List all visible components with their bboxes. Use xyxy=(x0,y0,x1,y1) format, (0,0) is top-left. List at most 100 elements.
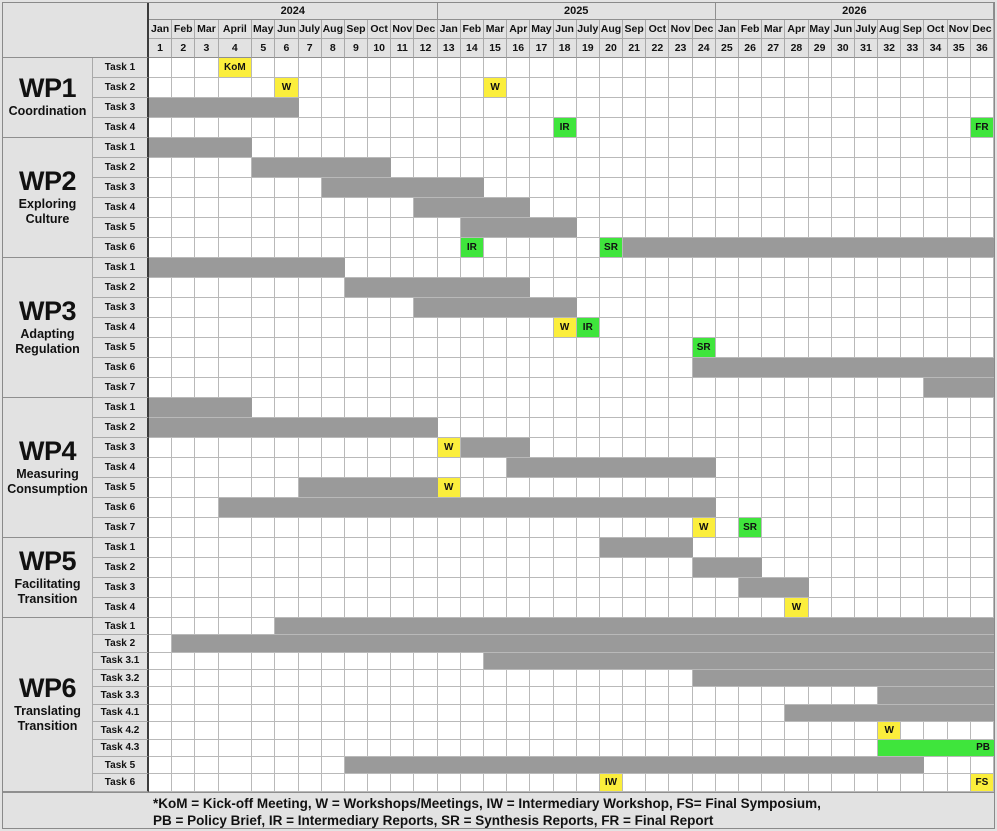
month-cell xyxy=(321,537,345,558)
month-cell xyxy=(924,774,948,792)
month-cell xyxy=(172,437,196,458)
month-cell xyxy=(715,457,739,478)
month-cell xyxy=(692,137,716,158)
month-cell xyxy=(623,177,647,198)
month-cell xyxy=(391,457,415,478)
month-cell xyxy=(623,357,647,378)
month-cell xyxy=(252,297,276,318)
month-cell xyxy=(437,317,461,338)
task-bar xyxy=(460,217,577,237)
month-cell xyxy=(901,417,925,438)
month-cell xyxy=(715,687,739,705)
month-cell xyxy=(414,57,438,78)
month-cell xyxy=(437,517,461,538)
month-cell xyxy=(924,217,948,238)
task-label: Task 4.1 xyxy=(93,704,149,723)
wp-task-rows: Task 1 KoM Task 2 W W Task 3 Task 4 IR FR xyxy=(93,57,994,138)
task-row: Task 2 xyxy=(93,157,994,178)
task-row: Task 2 xyxy=(93,277,994,298)
month-cell xyxy=(172,457,196,478)
month-cell xyxy=(970,157,994,178)
milestone-ir: IR xyxy=(460,237,483,257)
month-cell xyxy=(738,497,763,518)
month-cell xyxy=(391,137,415,158)
month-cell xyxy=(947,517,971,538)
task-bar xyxy=(218,497,716,517)
task-row: Task 4 W xyxy=(93,597,994,618)
month-cell xyxy=(623,597,647,618)
month-cell xyxy=(437,687,461,705)
month-cell xyxy=(692,437,716,458)
month-cell xyxy=(692,774,716,792)
month-cell xyxy=(507,417,531,438)
month-cell xyxy=(831,687,855,705)
month-cell xyxy=(924,577,948,598)
month-cell xyxy=(149,337,173,358)
month-cell xyxy=(344,774,369,792)
month-cell xyxy=(646,97,670,118)
month-cell xyxy=(368,317,392,338)
month-cell xyxy=(252,652,276,670)
month-cell xyxy=(901,437,925,458)
month-label: Feb xyxy=(738,19,763,40)
month-cell xyxy=(762,297,786,318)
month-cell xyxy=(762,137,786,158)
month-cell xyxy=(298,687,322,705)
month-cell xyxy=(460,417,484,438)
month-cell xyxy=(623,217,647,238)
month-cell xyxy=(172,537,196,558)
month-cell xyxy=(368,437,392,458)
month-cell xyxy=(414,397,438,418)
month-cell xyxy=(172,77,196,98)
month-cell xyxy=(646,77,670,98)
month-cell xyxy=(218,537,253,558)
month-cell xyxy=(924,157,948,178)
month-cell xyxy=(738,722,763,740)
month-cell xyxy=(646,137,670,158)
month-cell xyxy=(298,57,322,78)
month-cell xyxy=(831,537,855,558)
month-cell xyxy=(391,237,415,258)
month-label: May xyxy=(808,19,832,40)
month-cell xyxy=(149,57,173,78)
month-cell xyxy=(252,722,276,740)
month-label: Oct xyxy=(646,19,670,40)
month-number: 11 xyxy=(391,39,415,58)
gantt-body: WP1 Coordination Task 1 KoM Task 2 W W Task 3 Ta… xyxy=(3,57,994,792)
month-cell xyxy=(970,722,994,740)
wp-subtitle: Translating Transition xyxy=(14,704,81,733)
month-cell xyxy=(344,117,369,138)
month-cell xyxy=(149,497,173,518)
month-cell xyxy=(576,117,600,138)
month-cell xyxy=(947,317,971,338)
month-cell xyxy=(970,437,994,458)
month-cell xyxy=(553,597,577,618)
month-cell xyxy=(924,177,948,198)
month-cell xyxy=(599,97,624,118)
month-cell xyxy=(275,739,299,757)
month-cell xyxy=(785,337,809,358)
month-cell xyxy=(878,377,902,398)
month-cell xyxy=(623,297,647,318)
month-cell xyxy=(483,577,508,598)
month-cell xyxy=(368,337,392,358)
task-bar xyxy=(483,652,994,669)
month-cell xyxy=(924,557,948,578)
month-cell xyxy=(901,722,925,740)
month-cell xyxy=(460,97,484,118)
month-cell xyxy=(715,277,739,298)
month-cell xyxy=(738,597,763,618)
month-cell xyxy=(854,277,879,298)
month-cell xyxy=(646,687,670,705)
month-cell xyxy=(218,317,253,338)
month-cell xyxy=(715,297,739,318)
task-row: Task 1 xyxy=(93,397,994,418)
month-cell xyxy=(344,437,369,458)
month-cell xyxy=(831,437,855,458)
month-cell xyxy=(149,597,173,618)
month-cell xyxy=(298,237,322,258)
month-cell xyxy=(947,756,971,775)
month-cell xyxy=(970,217,994,238)
month-cell xyxy=(172,177,196,198)
month-label: July xyxy=(576,19,600,40)
